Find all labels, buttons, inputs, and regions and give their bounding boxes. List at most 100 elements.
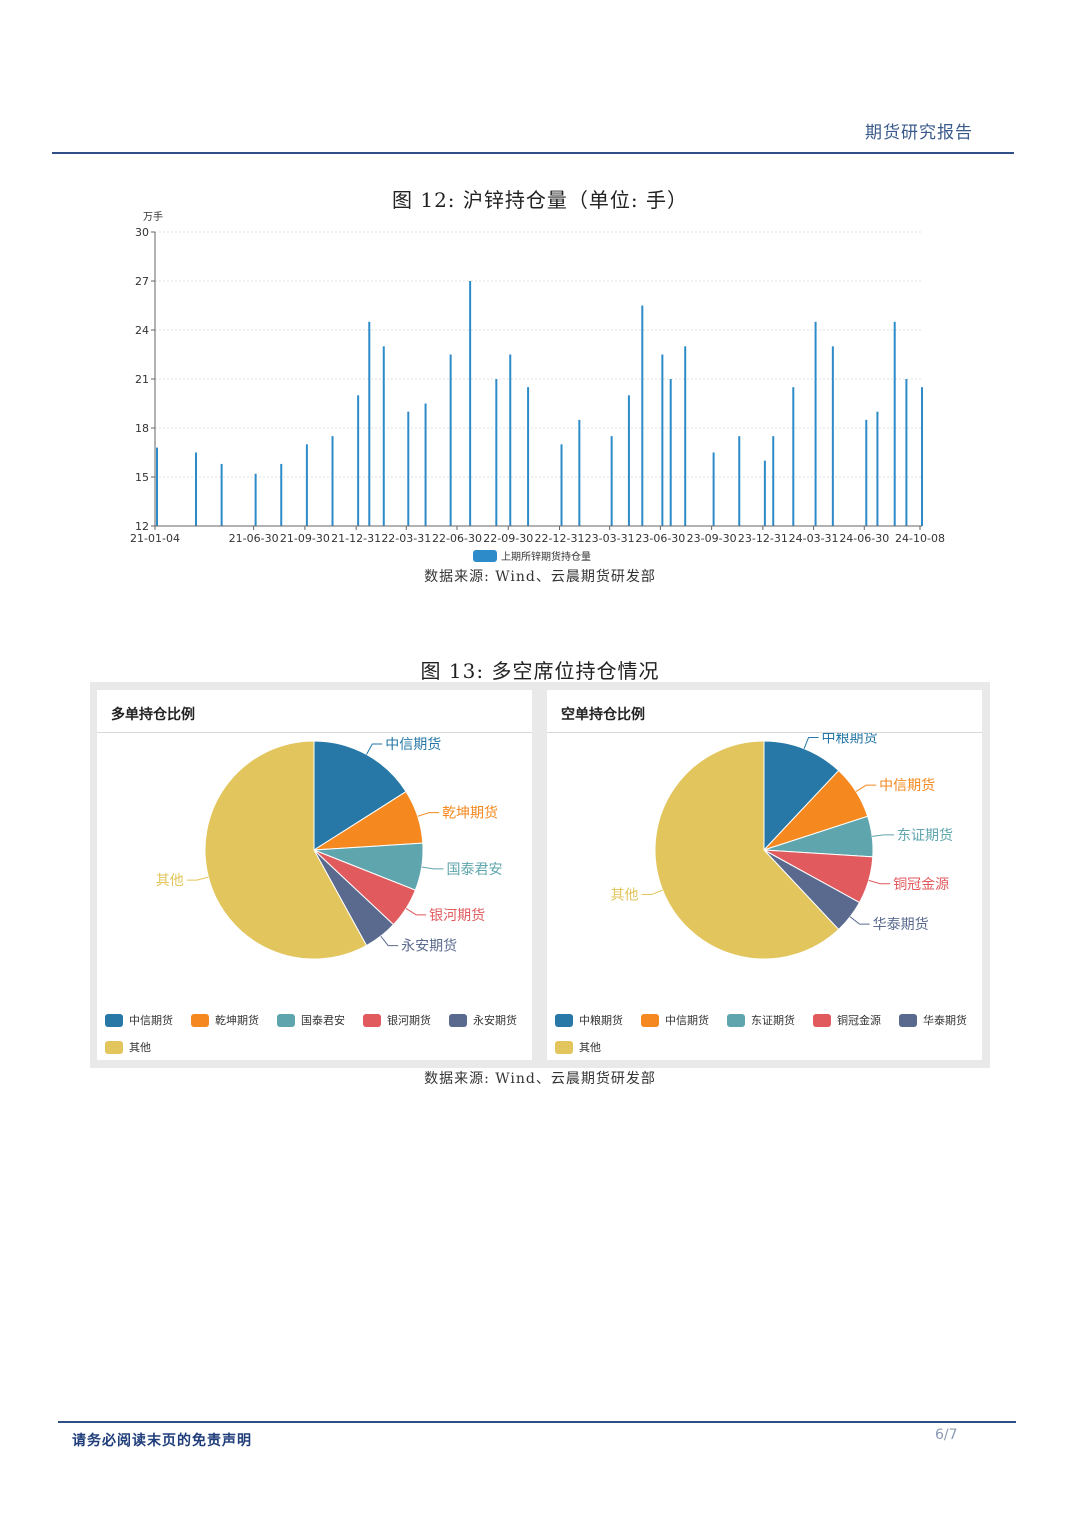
figure-12-title: 图 12: 沪锌持仓量（单位: 手） [392, 188, 688, 212]
open-interest-bar [831, 346, 834, 526]
open-interest-bar [305, 444, 308, 526]
open-interest-bar [527, 387, 530, 526]
open-interest-bar [627, 395, 630, 526]
legend-swatch [555, 1040, 573, 1054]
x-tick-label: 22-06-30 [432, 532, 482, 545]
pie-leader-line [803, 736, 819, 749]
pie-slice [654, 740, 840, 960]
legend-label: 东证期货 [751, 1014, 795, 1027]
legend-swatch [473, 550, 497, 562]
pie-legend-item[interactable]: 乾坤期货 [191, 1012, 259, 1028]
open-interest-bar [905, 379, 908, 526]
short-panel-title: 空单持仓比例 [561, 707, 645, 723]
legend-label: 中粮期货 [579, 1014, 623, 1027]
legend-label: 铜冠金源 [837, 1014, 881, 1027]
pie-leader-line [641, 889, 663, 896]
pie-legend-item[interactable]: 银河期货 [363, 1012, 431, 1028]
y-tick-label: 18 [135, 422, 149, 435]
y-tick-label: 12 [135, 520, 149, 533]
y-tick-label: 27 [135, 275, 149, 288]
short-positions-panel: 空单持仓比例 中粮期货 中信期货 东证期货 铜冠金源 华泰期货 其他 中粮期货 中信期货 东证… [547, 690, 982, 1060]
open-interest-bar [578, 419, 581, 526]
y-tick-label: 30 [135, 226, 149, 239]
figure-13-title: 图 13: 多空席位持仓情况 [420, 659, 660, 683]
legend-swatch [899, 1013, 917, 1027]
pie-slice-label: 中粮期货 [822, 733, 878, 746]
open-interest-bar [792, 387, 795, 526]
pie-legend-item[interactable]: 华泰期货 [899, 1012, 967, 1028]
pie-legend-item[interactable]: 中信期货 [105, 1012, 173, 1028]
y-tick-label: 21 [135, 373, 149, 386]
open-interest-bar [893, 321, 896, 526]
positions-panel-container: 多单持仓比例 中信期货 乾坤期货 国泰君安 银河期货 永安期货 其他 中信期货 乾坤期货 国泰… [90, 682, 990, 1068]
pie-legend-item[interactable]: 铜冠金源 [813, 1012, 881, 1028]
pie-legend-item[interactable]: 国泰君安 [277, 1012, 345, 1028]
pie-leader-line [421, 866, 444, 870]
x-tick-label: 21-06-30 [229, 532, 279, 545]
open-interest-bar [669, 379, 672, 526]
x-tick-label: 22-09-30 [483, 532, 533, 545]
open-interest-bar [876, 411, 879, 526]
pie-slice-label: 国泰君安 [447, 862, 503, 878]
figure-13-source: 数据来源: Wind、云晨期货研发部 [424, 1071, 656, 1087]
open-interest-bar [560, 444, 563, 526]
x-tick-label: 21-01-04 [130, 532, 180, 545]
open-interest-bar [382, 346, 385, 526]
pie-leader-line [405, 907, 427, 916]
open-interest-bar [495, 379, 498, 526]
long-panel-title: 多单持仓比例 [111, 707, 195, 723]
pie-legend-item[interactable]: 其他 [555, 1039, 601, 1055]
legend-swatch [105, 1013, 123, 1027]
open-interest-bar [763, 460, 766, 526]
x-tick-label: 21-09-30 [280, 532, 330, 545]
pie-leader-line [855, 784, 877, 793]
pie-slice-label: 中信期货 [879, 777, 935, 794]
open-interest-bar [509, 354, 512, 526]
pie-slice-label: 中信期货 [385, 736, 441, 753]
figure-12-source: 数据来源: Wind、云晨期货研发部 [424, 569, 656, 585]
legend-swatch [277, 1013, 295, 1027]
pie-leader-line [872, 834, 895, 837]
open-interest-bar [738, 436, 741, 526]
open-interest-bar [424, 403, 427, 526]
open-interest-bar [772, 436, 775, 526]
legend-label: 乾坤期货 [215, 1014, 259, 1027]
open-interest-bar [921, 387, 923, 526]
open-interest-bar [331, 436, 334, 526]
x-tick-label: 23-12-31 [738, 532, 788, 545]
open-interest-bar [712, 452, 715, 526]
pie-slice-label: 铜冠金源 [893, 877, 949, 893]
pie-leader-line [417, 812, 440, 817]
x-tick-label: 24-03-31 [789, 532, 839, 545]
pie-slice-label: 永安期货 [401, 938, 457, 955]
zinc-open-interest-bar-chart: 万手 12 15 18 21 24 27 30 21-01-04 21-06-30 21-09-30… [130, 210, 945, 563]
pie-legend-item[interactable]: 中信期货 [641, 1012, 709, 1028]
pie-slice-label: 东证期货 [897, 827, 953, 844]
pie-legend-item[interactable]: 永安期货 [449, 1012, 517, 1028]
legend-label: 上期所锌期货持仓量 [501, 550, 591, 563]
long-positions-panel: 多单持仓比例 中信期货 乾坤期货 国泰君安 银河期货 永安期货 其他 中信期货 乾坤期货 国泰… [97, 690, 532, 1060]
open-interest-bar [156, 447, 158, 526]
pie-legend-item[interactable]: 中粮期货 [555, 1012, 623, 1028]
report-header-title: 期货研究报告 [865, 123, 973, 143]
x-tick-label: 23-06-30 [635, 532, 685, 545]
legend-label: 国泰君安 [301, 1014, 345, 1027]
pie-legend-item[interactable]: 东证期货 [727, 1012, 795, 1028]
short-panel-divider [547, 732, 982, 733]
legend-swatch [105, 1040, 123, 1054]
pie-leader-line [849, 916, 870, 925]
open-interest-bar [195, 452, 198, 526]
open-interest-bar [407, 411, 410, 526]
x-tick-label: 23-03-31 [585, 532, 635, 545]
open-interest-bar [220, 463, 223, 526]
x-tick-label: 21-12-31 [331, 532, 381, 545]
legend-swatch [727, 1013, 745, 1027]
legend-swatch [641, 1013, 659, 1027]
legend-label: 中信期货 [665, 1014, 709, 1027]
legend-label: 永安期货 [473, 1014, 517, 1027]
pie-legend-item[interactable]: 其他 [105, 1039, 151, 1055]
pie-leader-line [186, 876, 209, 881]
open-interest-bar [814, 321, 817, 526]
x-tick-label: 23-09-30 [687, 532, 737, 545]
open-interest-bar [254, 473, 257, 526]
